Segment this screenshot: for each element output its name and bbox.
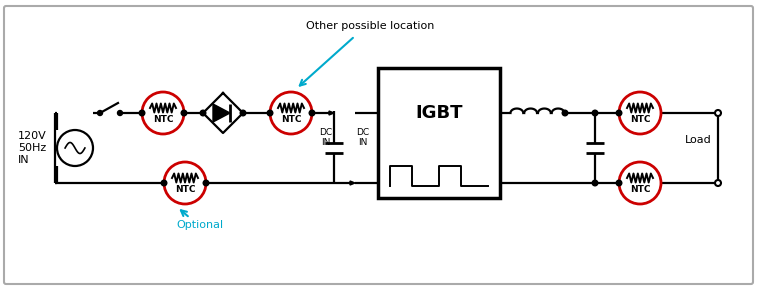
Circle shape xyxy=(139,110,145,116)
Circle shape xyxy=(562,110,568,116)
Text: Other possible location: Other possible location xyxy=(305,21,434,31)
Circle shape xyxy=(616,110,622,116)
Circle shape xyxy=(240,110,246,116)
Circle shape xyxy=(715,110,721,116)
Circle shape xyxy=(616,180,622,186)
Polygon shape xyxy=(350,181,355,185)
Circle shape xyxy=(715,180,721,186)
Text: Load: Load xyxy=(684,135,711,145)
Text: IGBT: IGBT xyxy=(415,105,462,122)
Text: Optional: Optional xyxy=(177,220,224,230)
Text: NTC: NTC xyxy=(153,115,174,124)
Circle shape xyxy=(203,180,208,186)
Polygon shape xyxy=(329,111,334,115)
Bar xyxy=(378,68,500,198)
Text: NTC: NTC xyxy=(280,115,301,124)
Circle shape xyxy=(592,180,598,186)
Circle shape xyxy=(200,110,206,116)
Polygon shape xyxy=(213,104,230,122)
Circle shape xyxy=(309,110,315,116)
Text: DC
IN: DC IN xyxy=(356,128,370,147)
Text: 120V
50Hz
IN: 120V 50Hz IN xyxy=(18,131,47,165)
Circle shape xyxy=(592,110,598,116)
Circle shape xyxy=(117,111,123,115)
Text: NTC: NTC xyxy=(630,115,650,124)
Text: NTC: NTC xyxy=(175,185,196,194)
Text: DC
IN: DC IN xyxy=(319,128,333,147)
Circle shape xyxy=(161,180,167,186)
Text: NTC: NTC xyxy=(630,185,650,194)
Circle shape xyxy=(181,110,186,116)
Circle shape xyxy=(98,111,102,115)
Circle shape xyxy=(268,110,273,116)
